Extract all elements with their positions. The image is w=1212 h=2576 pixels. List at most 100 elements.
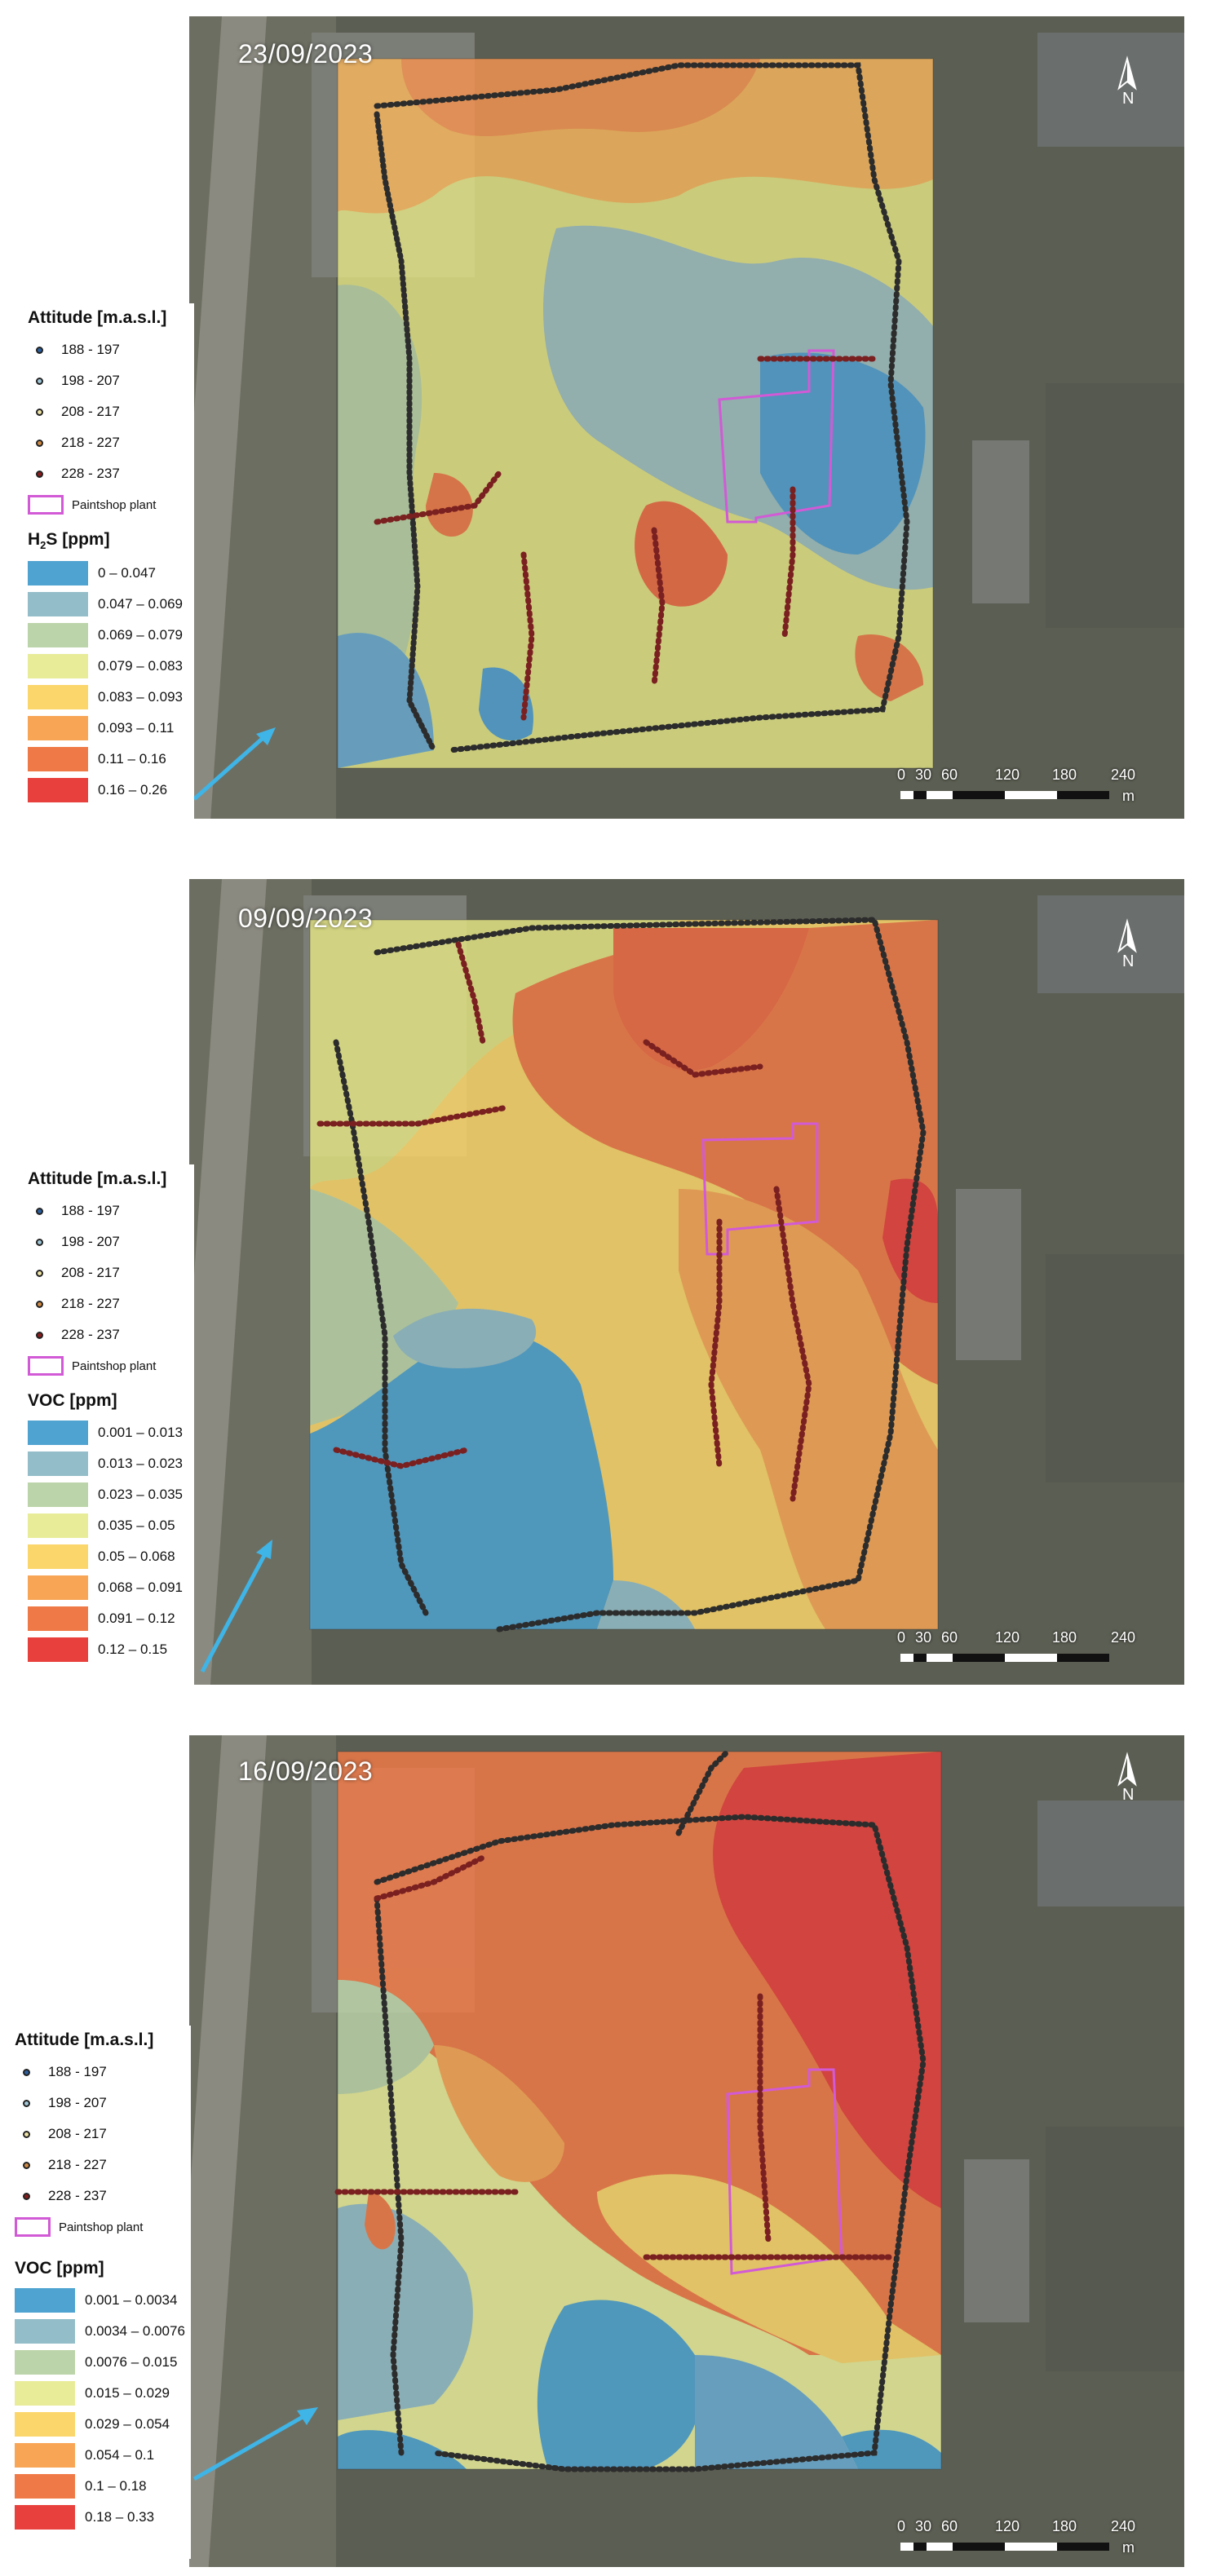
legend-item-attitude: 188 - 197 [10, 2057, 191, 2088]
measurement-track-1 [374, 62, 910, 753]
date-label-1: 23/09/2023 [238, 39, 374, 68]
scale-bar-1: 0 30 60 120 180 240 m [897, 767, 1142, 815]
attitude-legend-title: Attitude [m.a.s.l.] [15, 2030, 154, 2049]
north-arrow-icon-1 [1103, 55, 1152, 104]
color-swatch [28, 778, 88, 803]
map-canvas-2 [189, 879, 1184, 1685]
scale-label: 120 [995, 2518, 1020, 2534]
track-point-icon [23, 2192, 30, 2200]
color-swatch [28, 1606, 88, 1631]
scale-label: 30 [915, 767, 932, 783]
scale-bar-3: 0 30 60 120 180 240 m [897, 2518, 1142, 2567]
map-panel-1: 23/09/2023 N 0 30 60 120 180 240 m [189, 16, 1184, 819]
track-point-icon [36, 470, 43, 478]
map-panel-2: 09/09/2023 N 0 30 60 120 180 240 [189, 879, 1184, 1685]
track-point-icon [23, 2068, 30, 2076]
legend-item-attitude: 198 - 207 [23, 365, 194, 396]
legend-item-attitude: 218 - 227 [10, 2150, 191, 2181]
track-point-icon [36, 1238, 43, 1246]
color-swatch [15, 2505, 75, 2530]
legend-item-concentration: 0.1 – 0.18 [10, 2471, 191, 2502]
paintshop-plant-outline-2 [701, 1122, 819, 1256]
scale-label: 240 [1111, 767, 1136, 783]
legend-item-concentration: 0.079 – 0.083 [23, 651, 194, 682]
north-label-1: N [1122, 90, 1135, 108]
legend-item-attitude: 228 - 237 [10, 2181, 191, 2211]
legend-item-attitude: 208 - 217 [23, 1257, 194, 1288]
color-swatch [15, 2288, 75, 2313]
scale-label: 240 [1111, 1629, 1136, 1646]
legend-item-concentration: 0.001 – 0.013 [23, 1417, 194, 1448]
scale-label: 180 [1052, 2518, 1077, 2534]
scale-label: 0 [897, 2518, 906, 2534]
legend-panel-3: Attitude [m.a.s.l.] 188 - 197 198 - 207 … [10, 2026, 191, 2559]
legend-item-concentration: 0.0034 – 0.0076 [10, 2316, 191, 2347]
date-label-3: 16/09/2023 [238, 1756, 374, 1786]
color-swatch [28, 654, 88, 679]
track-point-icon [23, 2161, 30, 2169]
color-swatch [28, 1421, 88, 1445]
track-point-icon [23, 2130, 30, 2138]
scale-label: 60 [941, 767, 958, 783]
legend-item-concentration: 0.091 – 0.12 [23, 1603, 194, 1634]
color-swatch [15, 2474, 75, 2499]
legend-panel-2: Attitude [m.a.s.l.] 188 - 197 198 - 207 … [23, 1164, 194, 1690]
scale-label: 30 [915, 2518, 932, 2534]
attitude-legend-title: Attitude [m.a.s.l.] [28, 1169, 167, 1188]
color-swatch [28, 716, 88, 741]
track-point-icon [36, 408, 43, 416]
plant-outline-icon [28, 495, 64, 515]
legend-item-plant: Paintshop plant [10, 2211, 191, 2242]
color-swatch [28, 623, 88, 648]
color-swatch [28, 1575, 88, 1600]
track-point-icon [36, 1331, 43, 1339]
legend-item-attitude: 188 - 197 [23, 1195, 194, 1226]
legend-item-concentration: 0.083 – 0.093 [23, 682, 194, 713]
color-swatch [28, 1451, 88, 1476]
track-point-icon [36, 439, 43, 447]
color-swatch [15, 2443, 75, 2468]
scale-label: 0 [897, 767, 906, 783]
legend-item-concentration: 0.001 – 0.0034 [10, 2285, 191, 2316]
color-swatch [28, 685, 88, 710]
north-label-2: N [1122, 952, 1135, 970]
plant-outline-icon [28, 1356, 64, 1376]
scale-label: 0 [897, 1629, 906, 1646]
measurement-track-3 [334, 1748, 927, 2472]
pointer-arrow-1 [192, 727, 276, 801]
legend-item-plant: Paintshop plant [23, 1350, 194, 1381]
legend-item-concentration: 0.069 – 0.079 [23, 620, 194, 651]
map-canvas-1 [189, 16, 1184, 819]
attitude-legend-title: Attitude [m.a.s.l.] [28, 308, 167, 327]
scale-label: 60 [941, 1629, 958, 1646]
legend-item-attitude: 208 - 217 [23, 396, 194, 427]
legend-item-concentration: 0.068 – 0.091 [23, 1572, 194, 1603]
color-swatch [15, 2319, 75, 2344]
legend-item-concentration: 0.05 – 0.068 [23, 1541, 194, 1572]
color-swatch [28, 1637, 88, 1662]
pollutant-legend-title: VOC [ppm] [28, 1391, 117, 1410]
scale-unit-1: m [1122, 788, 1135, 804]
legend-item-attitude: 208 - 217 [10, 2119, 191, 2150]
plant-outline-icon [15, 2217, 51, 2237]
legend-item-concentration: 0.093 – 0.11 [23, 713, 194, 744]
legend-item-concentration: 0.11 – 0.16 [23, 744, 194, 775]
track-point-icon [36, 377, 43, 385]
scale-label: 180 [1052, 767, 1077, 783]
color-swatch [15, 2381, 75, 2406]
track-point-icon [36, 1207, 43, 1215]
legend-item-plant: Paintshop plant [23, 489, 194, 520]
legend-item-concentration: 0.0076 – 0.015 [10, 2347, 191, 2378]
legend-item-attitude: 228 - 237 [23, 458, 194, 489]
color-swatch [28, 747, 88, 772]
legend-item-concentration: 0.16 – 0.26 [23, 775, 194, 806]
legend-item-concentration: 0 – 0.047 [23, 558, 194, 589]
scale-unit-3: m [1122, 2539, 1135, 2556]
scale-label: 60 [941, 2518, 958, 2534]
scale-label: 120 [995, 767, 1020, 783]
pointer-arrow-3 [192, 2407, 318, 2481]
legend-item-concentration: 0.035 – 0.05 [23, 1510, 194, 1541]
measurement-track-2 [316, 917, 927, 1633]
color-swatch [28, 1513, 88, 1538]
north-label-3: N [1122, 1786, 1135, 1804]
